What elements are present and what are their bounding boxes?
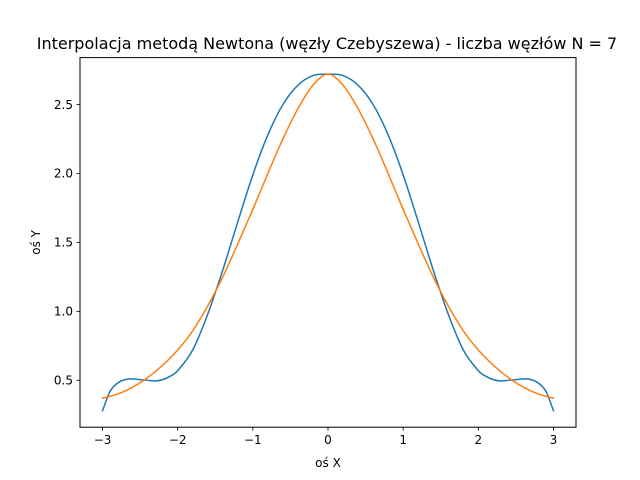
x-tick-label: 3 bbox=[550, 433, 558, 447]
series-line-2 bbox=[101, 73, 555, 400]
x-tick-label: −3 bbox=[94, 433, 112, 447]
x-tick-label: 2 bbox=[474, 433, 482, 447]
series-layer bbox=[101, 73, 555, 412]
x-tick-label: 0 bbox=[324, 433, 332, 447]
x-tick-label: −1 bbox=[244, 433, 262, 447]
y-axis: 0.5 1.0 1.5 2.0 2.5 bbox=[54, 98, 80, 388]
y-tick-label: 2.5 bbox=[54, 98, 73, 112]
chart-title: Interpolacja metodą Newtona (węzły Czeby… bbox=[37, 34, 617, 53]
y-tick-label: 1.0 bbox=[54, 305, 73, 319]
y-axis-label: oś Y bbox=[29, 229, 43, 254]
y-tick-label: 2.0 bbox=[54, 167, 73, 181]
x-tick-label: −2 bbox=[169, 433, 187, 447]
x-axis: −3 −2 −1 0 1 2 3 bbox=[94, 427, 558, 447]
x-axis-label: oś X bbox=[315, 456, 341, 470]
x-tick-label: 1 bbox=[399, 433, 407, 447]
y-tick-label: 1.5 bbox=[54, 236, 73, 250]
y-tick-label: 0.5 bbox=[54, 374, 73, 388]
